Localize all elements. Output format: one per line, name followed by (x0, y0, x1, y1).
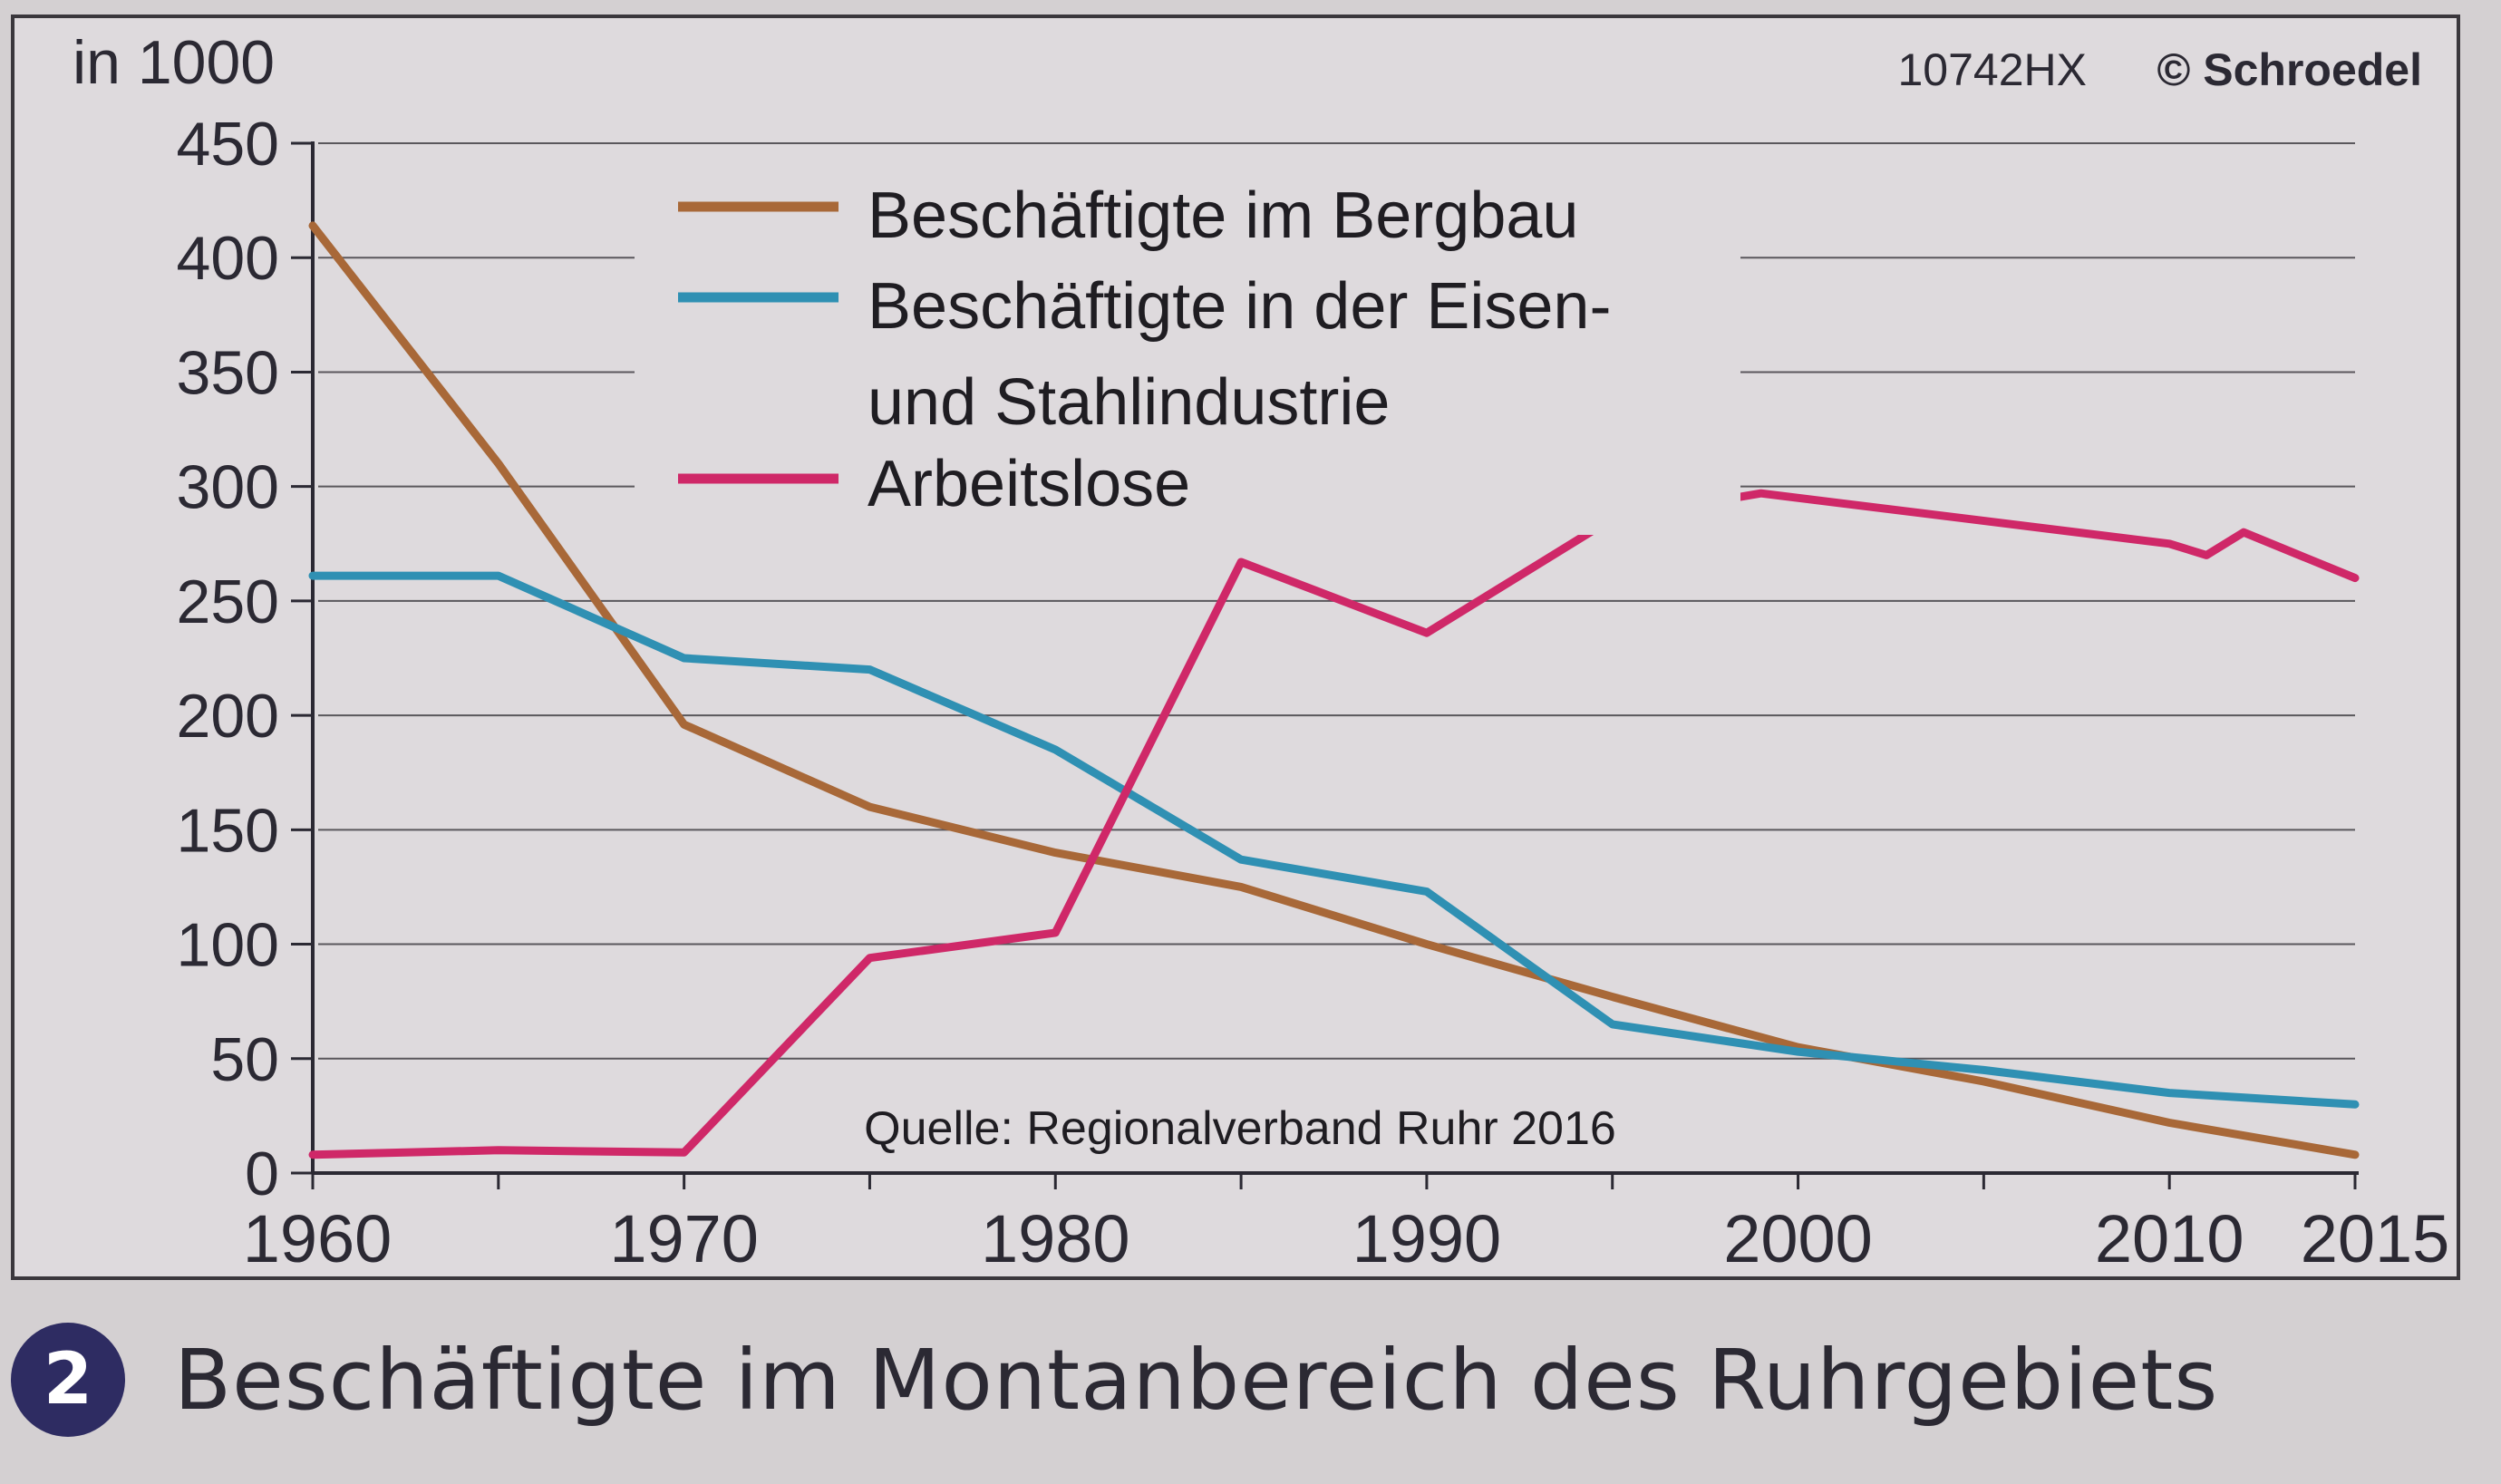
data-point-s0-1995 (1609, 994, 1615, 1000)
x-tick-label-2000: 2000 (1723, 1201, 1873, 1276)
data-point-s1-2005 (1981, 1067, 1987, 1073)
data-point-s2-2012 (2241, 529, 2247, 536)
data-point-s1-2015 (2352, 1101, 2358, 1108)
x-tick-label-1960: 1960 (243, 1201, 393, 1276)
data-point-s0-2015 (2352, 1151, 2358, 1158)
data-point-s2-1975 (867, 955, 873, 961)
data-point-s1-1965 (495, 573, 501, 579)
data-point-s0-1980 (1052, 849, 1059, 856)
y-tick-label-50: 50 (210, 1025, 279, 1094)
y-tick-label-100: 100 (177, 911, 279, 980)
series-line-0 (308, 221, 2360, 1159)
y-tick-label-400: 400 (177, 224, 279, 293)
data-point-s2-1960 (310, 1151, 315, 1158)
x-tick-label-1970: 1970 (609, 1201, 759, 1276)
data-point-s1-1960 (310, 573, 315, 579)
x-tick-label-2015: 2015 (2301, 1201, 2450, 1276)
data-point-s2-1970 (681, 1149, 687, 1156)
data-point-s1-1970 (681, 655, 687, 661)
y-tick-label-450: 450 (177, 110, 279, 179)
copyright-label: © Schroedel (2157, 44, 2422, 95)
data-point-s1-1990 (1423, 888, 1430, 895)
source-note: Quelle: Regionalverband Ruhr 2016 (864, 1102, 1616, 1155)
legend-label-2: Arbeitslose (868, 448, 1190, 520)
data-point-s2-1990 (1423, 630, 1430, 636)
data-point-s2-1980 (1052, 929, 1059, 936)
data-point-s0-1985 (1238, 884, 1245, 890)
data-point-s2-1999 (1758, 490, 1764, 497)
series-line-1 (308, 571, 2360, 1109)
x-tick-label-2010: 2010 (2095, 1201, 2244, 1276)
y-tick-label-200: 200 (177, 682, 279, 751)
y-tick-label-250: 250 (177, 567, 279, 636)
data-point-s1-2000 (1795, 1049, 1801, 1055)
data-point-s0-1970 (681, 722, 687, 728)
series-lines (308, 221, 2360, 1159)
data-point-s2-1985 (1238, 558, 1245, 565)
data-point-s0-1965 (495, 461, 501, 467)
data-point-s0-1975 (867, 804, 873, 810)
data-point-s1-1980 (1052, 746, 1059, 752)
data-point-s2-1965 (495, 1147, 501, 1153)
legend: Beschäftigte im Bergbau Beschäftigte in d… (635, 150, 1740, 535)
unit-label: in 1000 (73, 28, 275, 97)
y-tick-label-300: 300 (177, 453, 279, 522)
data-point-s1-1985 (1238, 857, 1245, 863)
source-background (870, 1088, 1614, 1156)
x-tick-label-1990: 1990 (1352, 1201, 1502, 1276)
data-point-s1-1975 (867, 666, 873, 673)
legend-label-1-line-0: Beschäftigte in der Eisen- (868, 270, 1611, 343)
y-tick-label-0: 0 (245, 1140, 279, 1208)
data-point-s2-2011 (2204, 552, 2210, 558)
x-tick-label-1980: 1980 (981, 1201, 1130, 1276)
data-point-s0-2005 (1981, 1079, 1987, 1085)
y-tick-label-150: 150 (177, 796, 279, 865)
data-point-s2-2015 (2352, 575, 2358, 581)
axes: 0 50 100 150 200 250 300 350 400 450 1960 1970 1980 1… (177, 110, 2450, 1276)
data-point-s0-1960 (310, 222, 315, 228)
data-point-s1-2010 (2167, 1090, 2173, 1096)
legend-label-1-line-1: und Stahlindustrie (868, 366, 1390, 439)
data-point-s1-1995 (1609, 1021, 1615, 1027)
legend-label-0: Beschäftigte im Bergbau (868, 179, 1578, 252)
code-label: 10742HX (1898, 44, 2088, 95)
data-point-s0-1990 (1423, 941, 1430, 947)
data-point-s0-2010 (2167, 1120, 2173, 1126)
figure-title: Beschäftigte im Montanbereich des Ruhrge… (174, 1331, 2219, 1429)
data-point-s2-2010 (2167, 540, 2173, 547)
legend-background (635, 150, 1740, 535)
figure-number-badge: 2 (11, 1323, 125, 1437)
y-tick-label-350: 350 (177, 338, 279, 407)
figure-caption: 2 Beschäftigte im Montanbereich des Ruhr… (11, 1316, 2218, 1443)
